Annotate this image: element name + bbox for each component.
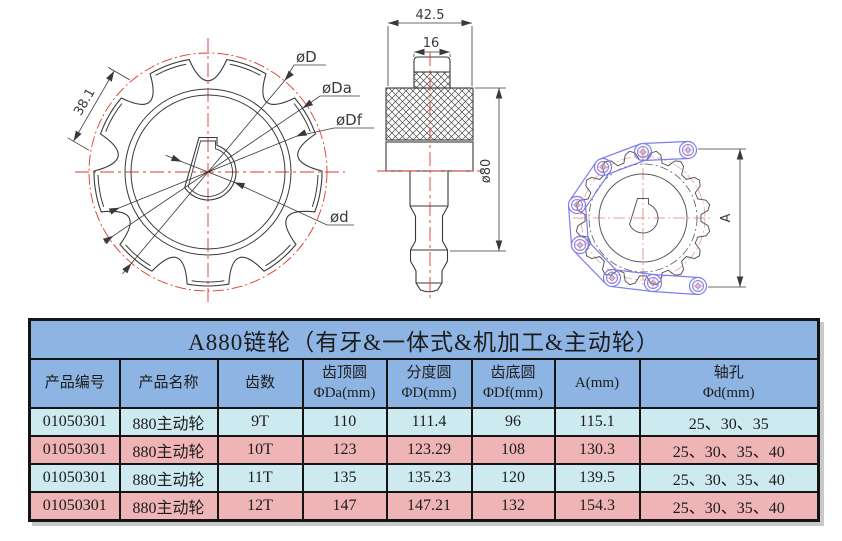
table-cell: 880主动轮 [118, 491, 219, 522]
table-cell: 11T [216, 463, 304, 493]
table-cell: 123.29 [385, 435, 473, 465]
engineering-drawing: 38.1 øD øDa øDf ød 42.5 16 ø80 A [67, 8, 746, 306]
chain-wrap-view [567, 140, 746, 296]
column-header-a-dim: A(mm) [553, 358, 641, 409]
table-cell: 25、30、35、40 [638, 463, 820, 493]
table-cell: 96 [470, 407, 556, 437]
table-cell: 123 [301, 435, 388, 465]
label-root-diameter: øDf [336, 111, 363, 129]
table-cell: 135.23 [385, 463, 473, 493]
table-title-row: A880链轮（有牙&一体式&机加工&主动轮） [28, 318, 820, 360]
label-bore-diameter: ød [330, 208, 349, 226]
column-header-pitch-circle: 分度圆 ΦD(mm) [385, 358, 473, 409]
table-cell: 880主动轮 [118, 435, 219, 465]
table-cell: 154.3 [553, 491, 641, 522]
table-cell: 01050301 [28, 491, 121, 522]
label-tip-diameter: øDa [322, 79, 352, 97]
column-header-tip-circle: 齿顶圆 ΦDa(mm) [301, 358, 388, 409]
table-title: A880链轮（有牙&一体式&机加工&主动轮） [28, 318, 820, 360]
table-cell: 01050301 [28, 407, 121, 437]
side-section-view [377, 19, 506, 302]
table-row: 01050301 880主动轮 11T 135 135.23 120 139.5… [28, 463, 820, 493]
table-cell: 108 [470, 435, 556, 465]
table-row: 01050301 880主动轮 9T 110 111.4 96 115.1 25… [28, 407, 820, 437]
table-cell: 110 [301, 407, 388, 437]
column-header-root-circle: 齿底圆 ΦDf(mm) [470, 358, 556, 409]
table-cell: 115.1 [553, 407, 641, 437]
table-cell: 880主动轮 [118, 407, 219, 437]
table-cell: 132 [470, 491, 556, 522]
table-cell: 147.21 [385, 491, 473, 522]
spec-table: A880链轮（有牙&一体式&机加工&主动轮） 产品编号 产品名称 齿数 齿顶圆 Φ… [28, 318, 821, 522]
table-cell: 25、30、35 [638, 407, 820, 437]
table-cell: 130.3 [553, 435, 641, 465]
column-header-product-name: 产品名称 [118, 358, 219, 409]
table-cell: 120 [470, 463, 556, 493]
table-cell: 139.5 [553, 463, 641, 493]
table-cell: 9T [216, 407, 304, 437]
dim-overall-width: 42.5 [416, 8, 445, 23]
table-cell: 01050301 [28, 463, 121, 493]
table-cell: 25、30、35、40 [638, 435, 820, 465]
table-cell: 01050301 [28, 435, 121, 465]
column-header-product-code: 产品编号 [28, 358, 121, 409]
table-cell: 10T [216, 435, 304, 465]
table-cell: 25、30、35、40 [638, 491, 820, 522]
dim-outer-diameter: ø80 [479, 159, 494, 184]
dim-chain-span: A [719, 213, 734, 222]
table-cell: 111.4 [385, 407, 473, 437]
label-pitch-diameter: øD [296, 48, 317, 66]
dim-hub-width: 16 [423, 36, 440, 51]
front-view [67, 38, 374, 306]
table-header-row: 产品编号 产品名称 齿数 齿顶圆 ΦDa(mm) 分度圆 ΦD(mm) 齿底圆 ΦDf… [28, 358, 820, 409]
table-cell: 147 [301, 491, 388, 522]
table-row: 01050301 880主动轮 12T 147 147.21 132 154.3… [28, 491, 820, 522]
dim-tooth-pitch: 38.1 [71, 86, 98, 119]
column-header-bore: 轴孔 Φd(mm) [638, 358, 820, 409]
table-cell: 135 [301, 463, 388, 493]
table-row: 01050301 880主动轮 10T 123 123.29 108 130.3… [28, 435, 820, 465]
table-cell: 880主动轮 [118, 463, 219, 493]
column-header-teeth: 齿数 [216, 358, 304, 409]
table-cell: 12T [216, 491, 304, 522]
